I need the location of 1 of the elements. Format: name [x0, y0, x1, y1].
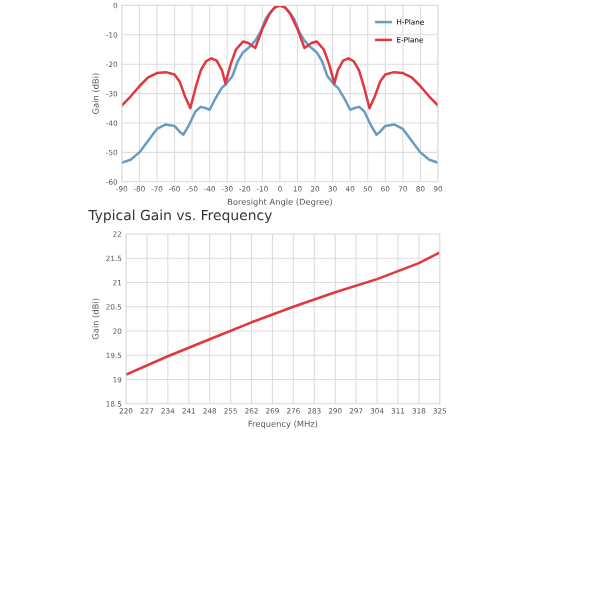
- line-series: [126, 251, 440, 376]
